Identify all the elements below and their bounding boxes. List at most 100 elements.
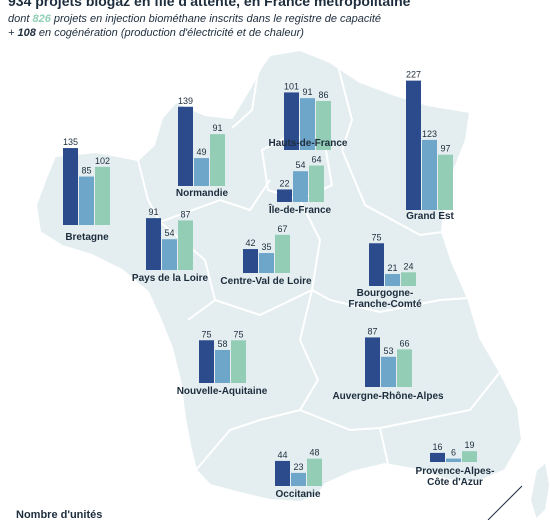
value-label-grand-est-1: 227	[406, 70, 421, 80]
border-aquitaine-centre	[214, 289, 313, 317]
subtitle-injection-suffix: projets en injection biométhane inscrits…	[50, 13, 382, 25]
cogeneration-count: 108	[17, 27, 36, 39]
value-label-grand-est-2: 123	[422, 129, 437, 139]
value-label-provence-alpes-cote-d-azur-2: 6	[451, 448, 456, 458]
value-label-provence-alpes-cote-d-azur-1: 16	[432, 442, 442, 452]
bar-grand-est-1	[406, 80, 421, 210]
bar-normandie-3	[210, 134, 225, 186]
border-normandie-hauts	[231, 71, 259, 129]
subtitle-cogeneration-suffix: en cogénération (production d'électricit…	[35, 27, 304, 39]
region-borders	[137, 65, 501, 471]
value-label-pays-de-la-loire-1: 91	[148, 207, 158, 217]
value-label-provence-alpes-cote-d-azur-3: 19	[464, 440, 474, 450]
bar-grand-est-2	[422, 139, 437, 210]
border-hauts-grandest	[337, 65, 354, 151]
border-bourgogne-ara	[329, 297, 469, 314]
border-paca-occitanie	[379, 427, 389, 465]
bar-normandie-1	[178, 106, 193, 186]
value-label-auvergne-rhone-alpes-1: 87	[367, 326, 377, 336]
legend-title: Nombre d'unités	[16, 509, 103, 521]
border-occitanie-ara	[299, 409, 381, 432]
region-label-provence-alpes-cote-d-azur: Provence-Alpes-Côte d'Azur	[416, 466, 495, 488]
bar-bretagne-3	[95, 166, 110, 225]
value-label-pays-de-la-loire-2: 54	[164, 228, 174, 238]
value-label-bretagne-3: 102	[95, 156, 110, 166]
page-title: 934 projets biogaz en file d'attente, en…	[8, 0, 411, 9]
bar-occitanie-3	[307, 458, 322, 486]
bar-bretagne-2	[79, 176, 94, 225]
value-label-occitanie-2: 23	[293, 462, 303, 472]
value-label-nouvelle-aquitaine-2: 58	[217, 339, 227, 349]
value-label-hauts-de-france-2: 91	[302, 87, 312, 97]
region-label-ile-de-france: Île-de-France	[268, 203, 332, 216]
subtitle-injection: dont 826 projets en injection biométhane…	[8, 13, 381, 25]
bar-hauts-de-france-2	[300, 98, 315, 150]
bar-hauts-de-france-1	[284, 92, 299, 150]
bar-bourgogne-franche-comte-2	[385, 274, 400, 286]
subtitle-cogeneration: + 108 en cogénération (production d'élec…	[8, 27, 304, 39]
bar-bourgogne-franche-comte-3	[401, 272, 416, 286]
value-label-pays-de-la-loire-3: 87	[180, 209, 190, 219]
region-label-nouvelle-aquitaine: Nouvelle-Aquitaine	[177, 386, 268, 397]
bar-normandie-2	[194, 158, 209, 186]
border-centre-bourgogne	[299, 199, 331, 301]
border-aquitaine-ara	[298, 289, 320, 411]
bar-bretagne-1	[63, 148, 78, 225]
region-label-occitanie: Occitanie	[275, 489, 320, 500]
legend-leader-line	[487, 485, 523, 520]
value-label-bretagne-1: 135	[63, 137, 78, 147]
region-label-normandie: Normandie	[176, 188, 229, 199]
region-labels: Hauts-de-France Normandie Grand Est Île-de-…	[65, 138, 494, 500]
region-label-bretagne: Bretagne	[65, 232, 109, 243]
value-label-occitanie-1: 44	[277, 450, 287, 460]
bar-ile-de-france-2	[293, 171, 308, 202]
bar-nouvelle-aquitaine-3	[231, 340, 246, 383]
france-land	[34, 48, 550, 520]
value-label-normandie-2: 49	[196, 147, 206, 157]
bar-nouvelle-aquitaine-1	[199, 340, 214, 383]
border-grandest-bourgogne	[341, 149, 443, 237]
bar-centre-val-de-loire-2	[259, 253, 274, 273]
bar-bourgogne-franche-comte-1	[369, 243, 384, 286]
bar-provence-alpes-cote-d-azur-1	[430, 452, 445, 462]
bar-provence-alpes-cote-d-azur-2	[446, 458, 461, 462]
region-label-auvergne-rhone-alpes: Auvergne-Rhône-Alpes	[332, 391, 444, 402]
value-label-nouvelle-aquitaine-3: 75	[233, 329, 243, 339]
subtitle-cogeneration-prefix: +	[8, 27, 18, 39]
chart-bars	[63, 80, 477, 486]
value-label-auvergne-rhone-alpes-3: 66	[399, 338, 409, 348]
corsica-shape	[528, 460, 550, 520]
value-label-hauts-de-france-3: 86	[318, 90, 328, 100]
injection-count: 826	[32, 13, 51, 25]
value-label-bretagne-2: 85	[81, 166, 91, 176]
value-label-centre-val-de-loire-1: 42	[245, 238, 255, 248]
value-label-normandie-3: 91	[212, 123, 222, 133]
bar-auvergne-rhone-alpes-3	[397, 349, 412, 387]
region-label-grand-est: Grand Est	[406, 211, 454, 222]
bar-ile-de-france-3	[309, 165, 324, 202]
value-label-ile-de-france-2: 54	[295, 160, 305, 170]
value-label-occitanie-3: 48	[309, 448, 319, 458]
value-label-hauts-de-france-1: 101	[284, 81, 299, 91]
bar-provence-alpes-cote-d-azur-3	[462, 451, 477, 462]
bar-auvergne-rhone-alpes-1	[365, 337, 380, 387]
bar-grand-est-3	[438, 154, 453, 210]
bar-pays-de-la-loire-3	[178, 220, 193, 270]
value-label-centre-val-de-loire-3: 67	[277, 224, 287, 234]
value-label-ile-de-france-3: 64	[311, 155, 321, 165]
subtitle-injection-prefix: dont	[8, 13, 33, 25]
value-label-auvergne-rhone-alpes-2: 53	[383, 346, 393, 356]
region-label-hauts-de-france: Hauts-de-France	[269, 138, 348, 149]
value-label-centre-val-de-loire-2: 35	[261, 242, 271, 252]
bar-pays-de-la-loire-2	[162, 239, 177, 270]
bar-occitanie-1	[275, 460, 290, 486]
value-label-ile-de-france-1: 22	[279, 178, 289, 188]
border-bretagne-normandie	[137, 159, 161, 223]
value-label-grand-est-3: 97	[440, 144, 450, 154]
region-label-bourgogne-franche-comte: Bourgogne-Franche-Comté	[348, 288, 422, 310]
bar-centre-val-de-loire-1	[243, 249, 258, 273]
value-label-normandie-1: 139	[178, 96, 193, 106]
value-label-bourgogne-franche-comte-2: 21	[387, 263, 397, 273]
